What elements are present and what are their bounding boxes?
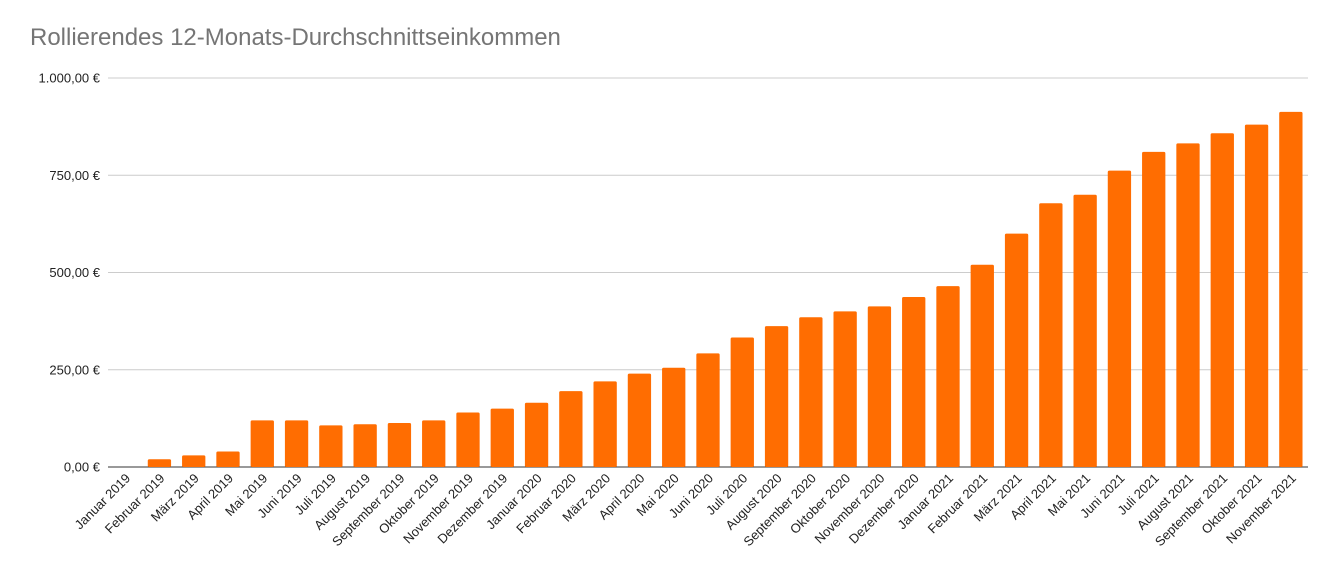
bar — [182, 455, 206, 467]
bar — [662, 367, 686, 467]
bar — [559, 391, 583, 467]
bar — [250, 420, 274, 467]
bar — [936, 286, 960, 467]
bar — [1142, 151, 1166, 467]
y-tick-label: 250,00 € — [49, 362, 100, 377]
bar — [1210, 133, 1234, 468]
bar — [216, 451, 240, 467]
bar — [1107, 170, 1132, 467]
bar — [833, 311, 857, 467]
bar — [387, 423, 412, 467]
chart-title: Rollierendes 12-Monats-Durchschnittseink… — [30, 24, 561, 51]
bar — [867, 306, 892, 467]
bar — [284, 420, 309, 467]
bar — [764, 326, 789, 467]
bar — [970, 264, 994, 467]
bar — [1279, 111, 1303, 467]
bar — [524, 402, 549, 467]
bars — [147, 111, 1303, 468]
bar — [319, 425, 343, 467]
bar — [1039, 203, 1063, 467]
bar — [1244, 124, 1269, 468]
bar — [627, 373, 652, 467]
bar — [902, 297, 926, 467]
y-tick-label: 750,00 € — [49, 168, 100, 183]
bar — [1073, 194, 1097, 467]
bar — [456, 412, 480, 467]
bar — [593, 381, 617, 467]
bar — [1004, 233, 1029, 467]
bar — [730, 337, 754, 467]
bar — [353, 424, 377, 467]
y-tick-label: 500,00 € — [49, 265, 100, 280]
bar — [147, 459, 172, 467]
bar — [490, 408, 514, 467]
bar — [1176, 143, 1200, 467]
y-tick-label: 1.000,00 € — [39, 71, 101, 86]
y-axis-ticks: 0,00 € 250,00 € 500,00 € 750,00 € 1.000,00 € — [39, 71, 101, 475]
bar — [696, 353, 720, 467]
bar — [799, 317, 823, 467]
y-tick-label: 0,00 € — [64, 460, 101, 475]
bar — [422, 420, 446, 467]
